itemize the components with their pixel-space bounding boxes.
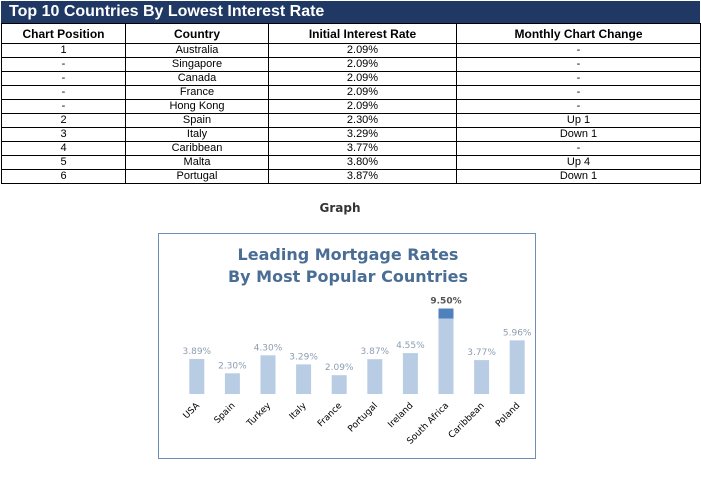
data-label: 4.30%	[254, 343, 283, 353]
table-row: - France 2.09% -	[1, 85, 701, 100]
table-cell: 4	[1, 141, 126, 156]
table-cell: 5	[1, 155, 126, 170]
chart-title: Leading Mortgage Rates By Most Popular C…	[159, 244, 537, 288]
table-cell: -	[1, 71, 126, 86]
rates-table: Chart Position Country Initial Interest …	[1, 23, 701, 184]
rates-table-panel: Top 10 Countries By Lowest Interest Rate…	[1, 1, 701, 184]
table-cell: 2.30%	[268, 113, 457, 128]
x-tick-label: Portugal	[346, 401, 379, 434]
bar-portugal	[367, 359, 383, 394]
bar-chart: 3.89% USA 2.30% Spain 4.30% Turkey 3.29% Italy 2…	[182, 297, 532, 447]
table-row: 5 Malta 3.80% Up 4	[1, 155, 701, 170]
x-tick-label: France	[316, 401, 345, 430]
table-row: 3 Italy 3.29% Down 1	[1, 127, 701, 142]
table-cell: France	[125, 85, 269, 100]
table-cell: -	[456, 99, 701, 114]
bar-turkey	[260, 355, 276, 394]
data-label: 2.09%	[325, 363, 354, 373]
data-label: 3.29%	[289, 352, 318, 362]
column-header: Country	[125, 23, 269, 44]
table-cell: -	[1, 57, 126, 72]
table-cell: 2.09%	[268, 57, 457, 72]
table-row: 6 Portugal 3.87% Down 1	[1, 169, 701, 184]
x-tick-label: Ireland	[386, 401, 415, 430]
table-cell: 2.09%	[268, 43, 457, 58]
x-tick-label: Turkey	[245, 401, 274, 430]
table-cell: Australia	[125, 43, 269, 58]
data-label: 3.89%	[183, 347, 212, 357]
table-cell: 6	[1, 169, 126, 184]
bar-highlight-cap	[438, 308, 454, 319]
table-cell: -	[456, 57, 701, 72]
chart-title-line-1: Leading Mortgage Rates	[237, 245, 459, 264]
x-tick-label: Poland	[494, 401, 522, 429]
table-row: 1 Australia 2.09% -	[1, 43, 701, 58]
bar-poland	[509, 340, 525, 394]
table-cell: 2.09%	[268, 85, 457, 100]
data-label: 5.96%	[503, 328, 532, 338]
table-row: - Canada 2.09% -	[1, 71, 701, 86]
chart-frame: Leading Mortgage Rates By Most Popular C…	[158, 233, 536, 459]
table-cell: Down 1	[456, 169, 701, 184]
table-cell: -	[456, 43, 701, 58]
bar-spain	[224, 373, 240, 394]
bar-ireland	[402, 353, 418, 394]
bar-usa	[189, 359, 205, 394]
table-cell: 3.29%	[268, 127, 457, 142]
table-row: 2 Spain 2.30% Up 1	[1, 113, 701, 128]
table-cell: 2.09%	[268, 99, 457, 114]
table-title: Top 10 Countries By Lowest Interest Rate	[1, 1, 700, 23]
data-label: 3.87%	[361, 347, 390, 357]
x-tick-label: Caribbean	[447, 401, 487, 441]
x-tick-label: Italy	[288, 401, 309, 422]
table-cell: Up 4	[456, 155, 701, 170]
table-cell: Hong Kong	[125, 99, 269, 114]
bar-south-africa	[438, 308, 454, 394]
graph-label: Graph	[319, 201, 361, 215]
table-cell: Canada	[125, 71, 269, 86]
table-cell: 3.77%	[268, 141, 457, 156]
table-row: - Singapore 2.09% -	[1, 57, 701, 72]
bar-france	[331, 375, 347, 394]
table-cell: Spain	[125, 113, 269, 128]
table-cell: Portugal	[125, 169, 269, 184]
data-label: 3.77%	[467, 348, 496, 358]
table-cell: 3	[1, 127, 126, 142]
chart-title-line-2: By Most Popular Countries	[227, 267, 469, 286]
table-body: 1 Australia 2.09% - - Singapore 2.09% - - Canada 2…	[1, 43, 701, 184]
table-cell: -	[1, 85, 126, 100]
table-cell: 2.09%	[268, 71, 457, 86]
table-row: - Hong Kong 2.09% -	[1, 99, 701, 114]
table-cell: 2	[1, 113, 126, 128]
table-cell: 3.87%	[268, 169, 457, 184]
table-cell: Singapore	[125, 57, 269, 72]
table-cell: 1	[1, 43, 126, 58]
table-cell: Malta	[125, 155, 269, 170]
table-cell: -	[456, 71, 701, 86]
table-cell: Caribbean	[125, 141, 269, 156]
column-header: Chart Position	[1, 23, 126, 44]
x-tick-label: Spain	[213, 401, 238, 426]
bar-italy	[296, 364, 312, 394]
table-cell: Italy	[125, 127, 269, 142]
table-header-row: Chart Position Country Initial Interest …	[1, 23, 701, 44]
table-cell: Down 1	[456, 127, 701, 142]
table-cell: Up 1	[456, 113, 701, 128]
table-cell: -	[1, 99, 126, 114]
bar-caribbean	[474, 360, 490, 394]
x-tick-label: USA	[182, 400, 203, 421]
table-cell: -	[456, 141, 701, 156]
column-header: Initial Interest Rate	[268, 23, 457, 44]
data-label: 9.50%	[430, 297, 461, 307]
data-label: 4.55%	[396, 341, 425, 351]
table-cell: -	[456, 85, 701, 100]
table-cell: 3.80%	[268, 155, 457, 170]
data-label: 2.30%	[218, 361, 247, 371]
table-row: 4 Caribbean 3.77% -	[1, 141, 701, 156]
column-header: Monthly Chart Change	[456, 23, 701, 44]
